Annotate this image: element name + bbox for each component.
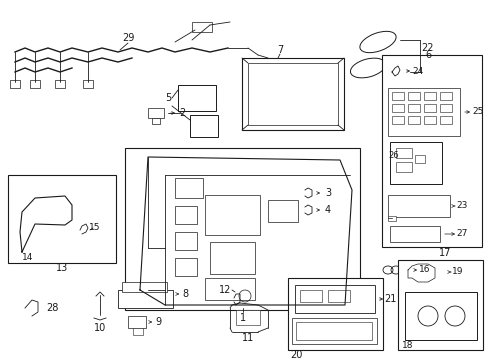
Bar [407,92,419,100]
Text: 21: 21 [383,294,395,304]
Bar [209,242,254,274]
Bar [387,88,459,136]
Text: 11: 11 [242,333,254,343]
Bar [178,85,216,111]
Bar [423,92,435,100]
Text: 5: 5 [164,93,171,103]
Bar [10,80,20,88]
Bar [236,310,260,325]
Bar [407,104,419,112]
Bar [439,116,451,124]
Text: 20: 20 [289,350,302,360]
Bar [204,278,254,300]
Bar [267,200,297,222]
Bar [389,226,439,242]
Bar [423,104,435,112]
Bar [387,216,395,221]
Bar [395,148,411,158]
Bar [175,232,197,250]
Bar [327,290,349,302]
Bar [387,195,449,217]
Bar [389,142,441,184]
Text: 29: 29 [122,33,134,43]
Text: 26: 26 [387,150,398,159]
Text: 24: 24 [411,67,423,76]
Text: 13: 13 [56,263,68,273]
Text: 23: 23 [455,202,467,211]
Bar [133,328,142,335]
Bar [247,63,337,125]
Bar [148,108,163,118]
Bar [407,116,419,124]
Bar [192,22,212,32]
Bar [175,258,197,276]
Text: 27: 27 [455,230,467,238]
Bar [190,115,218,137]
Bar [295,322,371,340]
Text: 6: 6 [424,50,430,60]
Bar [391,116,403,124]
Ellipse shape [359,31,395,53]
Bar [83,80,93,88]
Ellipse shape [350,58,385,78]
Bar [404,292,476,340]
Text: 25: 25 [471,108,483,117]
Bar [8,175,116,263]
Text: 8: 8 [182,289,188,299]
Text: 18: 18 [401,341,413,350]
Text: 9: 9 [155,317,161,327]
Text: 3: 3 [324,188,330,198]
Bar [395,162,411,172]
Text: 12: 12 [218,285,231,295]
Text: 1: 1 [240,313,245,323]
Text: 14: 14 [22,253,33,262]
Bar [125,148,359,310]
Bar [414,155,424,163]
Bar [128,316,146,328]
Bar [391,92,403,100]
Text: 7: 7 [276,45,283,55]
Text: 15: 15 [89,224,101,233]
Bar [204,195,260,235]
Bar [439,92,451,100]
Bar [423,116,435,124]
Bar [30,80,40,88]
Bar [242,58,343,130]
Bar [287,278,382,350]
Bar [299,290,321,302]
Bar [391,104,403,112]
Bar [118,290,173,308]
Text: 17: 17 [438,248,450,258]
Bar [55,80,65,88]
Text: 4: 4 [324,205,330,215]
Bar [439,104,451,112]
Text: 28: 28 [46,303,58,313]
Text: 19: 19 [451,267,463,276]
Text: 16: 16 [418,266,430,274]
Bar [381,55,481,247]
Text: 2: 2 [179,108,185,118]
Text: 10: 10 [94,323,106,333]
Bar [152,118,160,124]
Bar [175,178,203,198]
Text: 22: 22 [421,43,433,53]
Bar [291,318,376,344]
Bar [397,260,482,350]
Bar [294,285,374,313]
Bar [122,282,167,292]
Bar [175,206,197,224]
